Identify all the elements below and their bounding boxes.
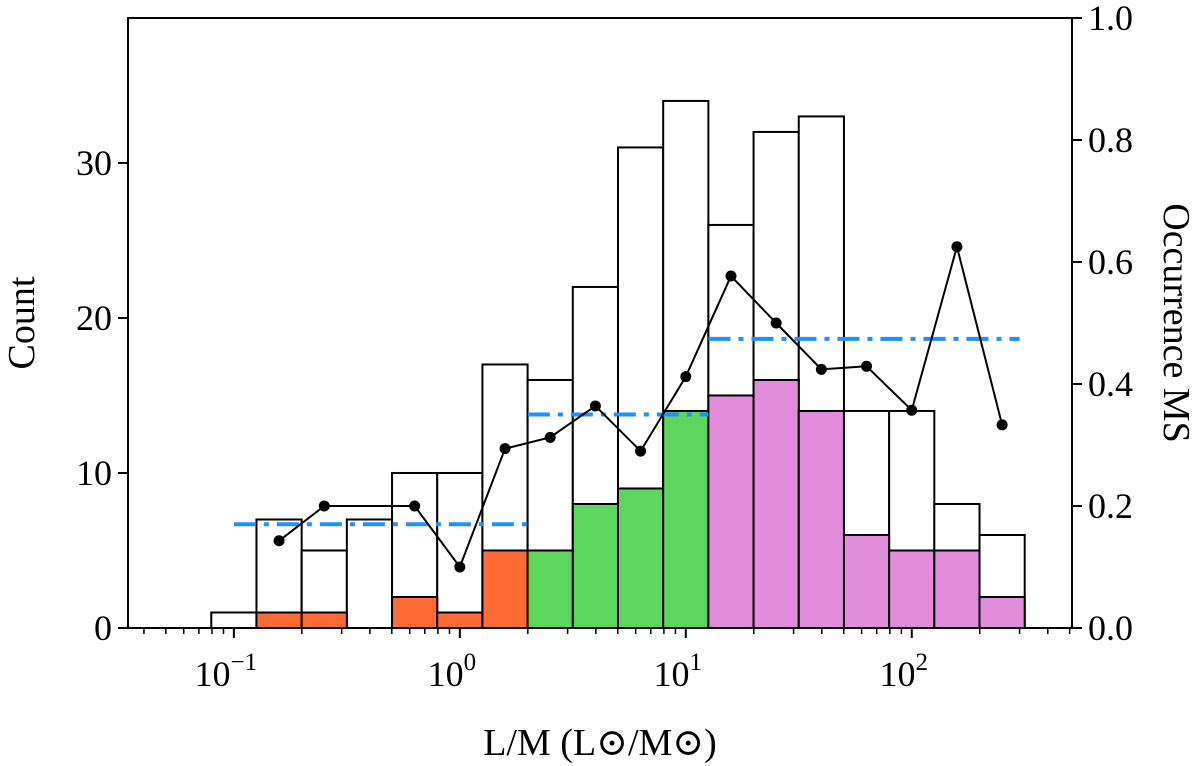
occurrence-point — [815, 363, 827, 375]
bars-layer — [210, 99, 1026, 630]
ms-bar — [707, 394, 755, 629]
ms-bar — [616, 487, 665, 629]
ms-bar — [481, 549, 529, 630]
occurrence-point — [544, 431, 556, 443]
x-tick-label: 102 — [879, 649, 928, 694]
ms-bar — [571, 502, 619, 629]
occurrence-point — [454, 561, 466, 573]
x-tick-label: 101 — [654, 649, 703, 694]
occurrence-point — [770, 317, 782, 329]
occurrence-point — [273, 535, 285, 547]
ms-bar — [888, 549, 936, 630]
y-right-tick-label: 0.6 — [1088, 242, 1133, 282]
ms-bar — [526, 549, 574, 630]
total-bar — [210, 611, 258, 630]
total-bar — [345, 518, 394, 629]
y-right-tick-label: 0.4 — [1088, 364, 1133, 404]
ms-bar — [933, 549, 981, 630]
ms-bar — [842, 533, 891, 630]
occurrence-point — [635, 445, 647, 457]
ms-bar — [436, 611, 484, 630]
ms-bar — [255, 611, 303, 630]
occurrence-point — [725, 270, 737, 282]
ms-bar — [797, 409, 845, 630]
y-tick-label: 20 — [76, 298, 112, 338]
occurrence-point — [680, 371, 692, 383]
occurrence-point — [499, 443, 511, 455]
ms-bar — [978, 595, 1026, 630]
ms-bar — [662, 409, 710, 630]
occurrence-point — [589, 400, 601, 412]
occurrence-point — [951, 241, 963, 253]
ms-bar — [752, 378, 800, 630]
ms-bar — [300, 611, 348, 630]
y-right-tick-label: 1.0 — [1088, 0, 1133, 38]
occurrence-point — [409, 500, 421, 512]
y-axis-label: Count — [1, 276, 43, 369]
y-right-tick-label: 0.8 — [1088, 120, 1133, 160]
occurrence-point — [318, 500, 330, 512]
occurrence-point — [996, 419, 1008, 431]
occurrence-point — [906, 404, 918, 416]
lines-layer — [233, 241, 1020, 573]
y-axis-right-label: Occurrence MS — [1155, 203, 1197, 443]
plot-frame — [127, 17, 1073, 629]
occurrence-line — [278, 242, 1004, 570]
x-tick-label: 100 — [428, 649, 477, 694]
total-bar — [436, 471, 484, 629]
y-right-tick-label: 0.0 — [1088, 608, 1133, 648]
y-right-tick-label: 0.2 — [1088, 486, 1133, 526]
occurrence-point — [861, 360, 873, 372]
ms-bar — [391, 595, 439, 630]
x-axis-label: L/M (L⊙/M⊙) — [483, 722, 717, 764]
y-tick-label: 30 — [76, 143, 112, 183]
y-tick-label: 0 — [94, 608, 112, 648]
y-tick-label: 10 — [76, 453, 112, 493]
x-tick-label: 10−1 — [195, 649, 258, 694]
